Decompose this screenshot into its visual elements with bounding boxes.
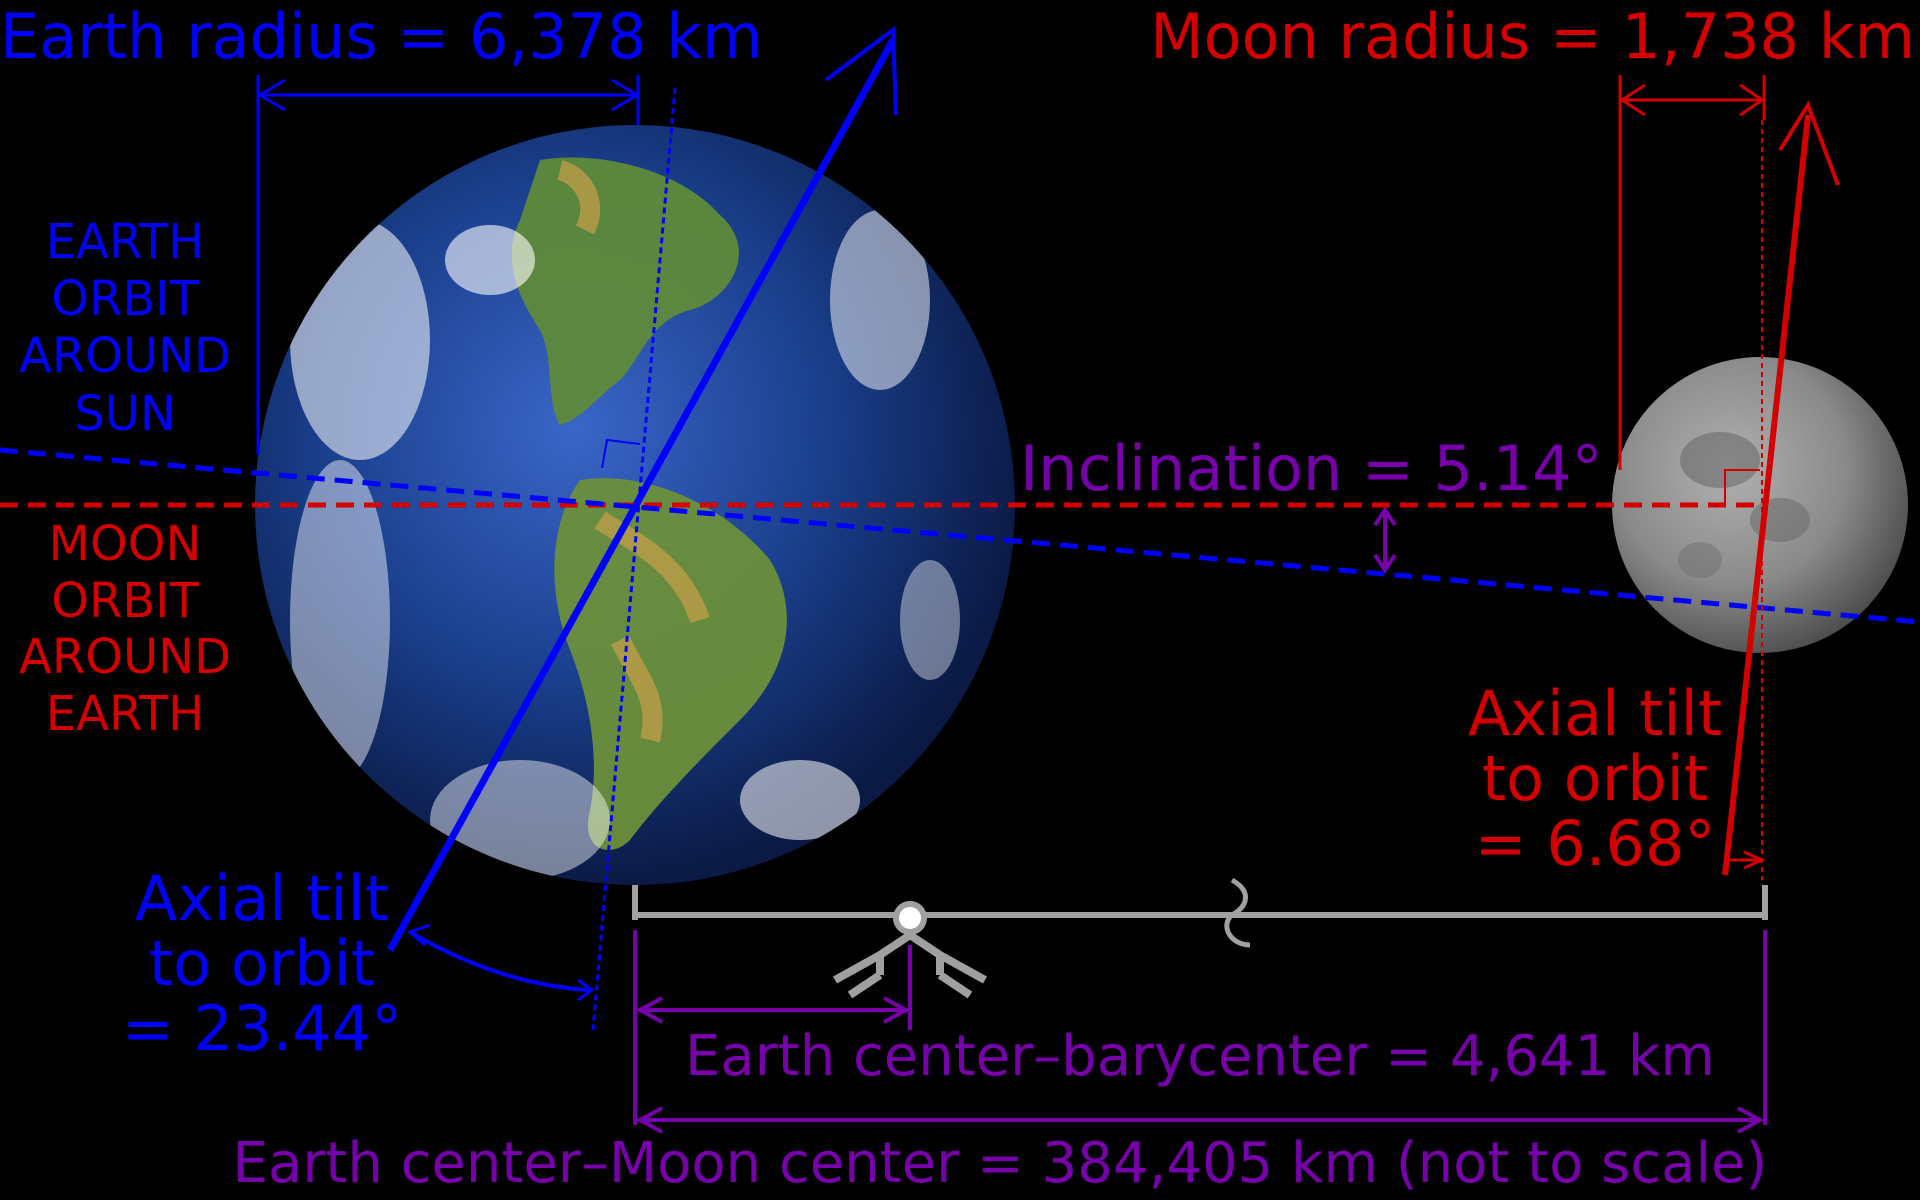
earth-moon-distance-label: Earth center–Moon center = 384,405 km (n…: [233, 1131, 1768, 1196]
earth-moon-distance-dimension: [635, 930, 1767, 1134]
svg-text:AROUND: AROUND: [19, 629, 231, 685]
svg-text:EARTH: EARTH: [46, 214, 204, 270]
south-america-landmass: [554, 478, 787, 850]
earth-radius-dimension: [256, 75, 640, 455]
moon-orbit-label: MOON ORBIT AROUND EARTH: [19, 516, 231, 742]
svg-text:Axial tilt: Axial tilt: [1468, 677, 1722, 750]
earth-tilt-arc: [408, 930, 591, 992]
earth-moon-distance-bar: [632, 877, 1768, 948]
svg-text:= 6.68°: = 6.68°: [1475, 807, 1716, 880]
svg-text:Axial tilt: Axial tilt: [135, 862, 389, 935]
earth-normal-line: [591, 87, 677, 1031]
earth-axis-arrowhead: [824, 26, 898, 116]
svg-text:MOON: MOON: [49, 516, 202, 572]
moon-radius-label: Moon radius = 1,738 km: [1150, 0, 1915, 73]
barycenter-distance-label: Earth center–barycenter = 4,641 km: [685, 1024, 1715, 1089]
inclination-label: Inclination = 5.14°: [1020, 432, 1603, 505]
svg-text:= 23.44°: = 23.44°: [122, 992, 402, 1065]
moon-axis-arrowhead: [1778, 100, 1840, 186]
svg-text:to orbit: to orbit: [1482, 742, 1708, 815]
earth-radius-label: Earth radius = 6,378 km: [0, 0, 763, 73]
earth-axis-line: [386, 38, 897, 952]
inclination-marker: [1373, 506, 1397, 574]
moon-radius-dimension: [1618, 75, 1766, 470]
earth-orbit-label: EARTH ORBIT AROUND SUN: [19, 214, 231, 442]
earth-tilt-label: Axial tilt to orbit = 23.44°: [122, 862, 402, 1065]
svg-text:EARTH: EARTH: [46, 686, 204, 742]
svg-text:to orbit: to orbit: [149, 927, 375, 1000]
barycenter-distance-dimension: [633, 930, 912, 1125]
svg-text:SUN: SUN: [74, 386, 176, 442]
svg-text:ORBIT: ORBIT: [51, 271, 199, 327]
barycenter-icon: [833, 901, 987, 999]
earth-orbit-line: [0, 447, 1920, 625]
svg-text:AROUND: AROUND: [19, 328, 231, 384]
svg-text:ORBIT: ORBIT: [51, 573, 199, 629]
moon-tilt-label: Axial tilt to orbit = 6.68°: [1468, 677, 1722, 880]
north-america-landmass: [511, 157, 739, 425]
moon-axis-line: [1722, 114, 1811, 876]
